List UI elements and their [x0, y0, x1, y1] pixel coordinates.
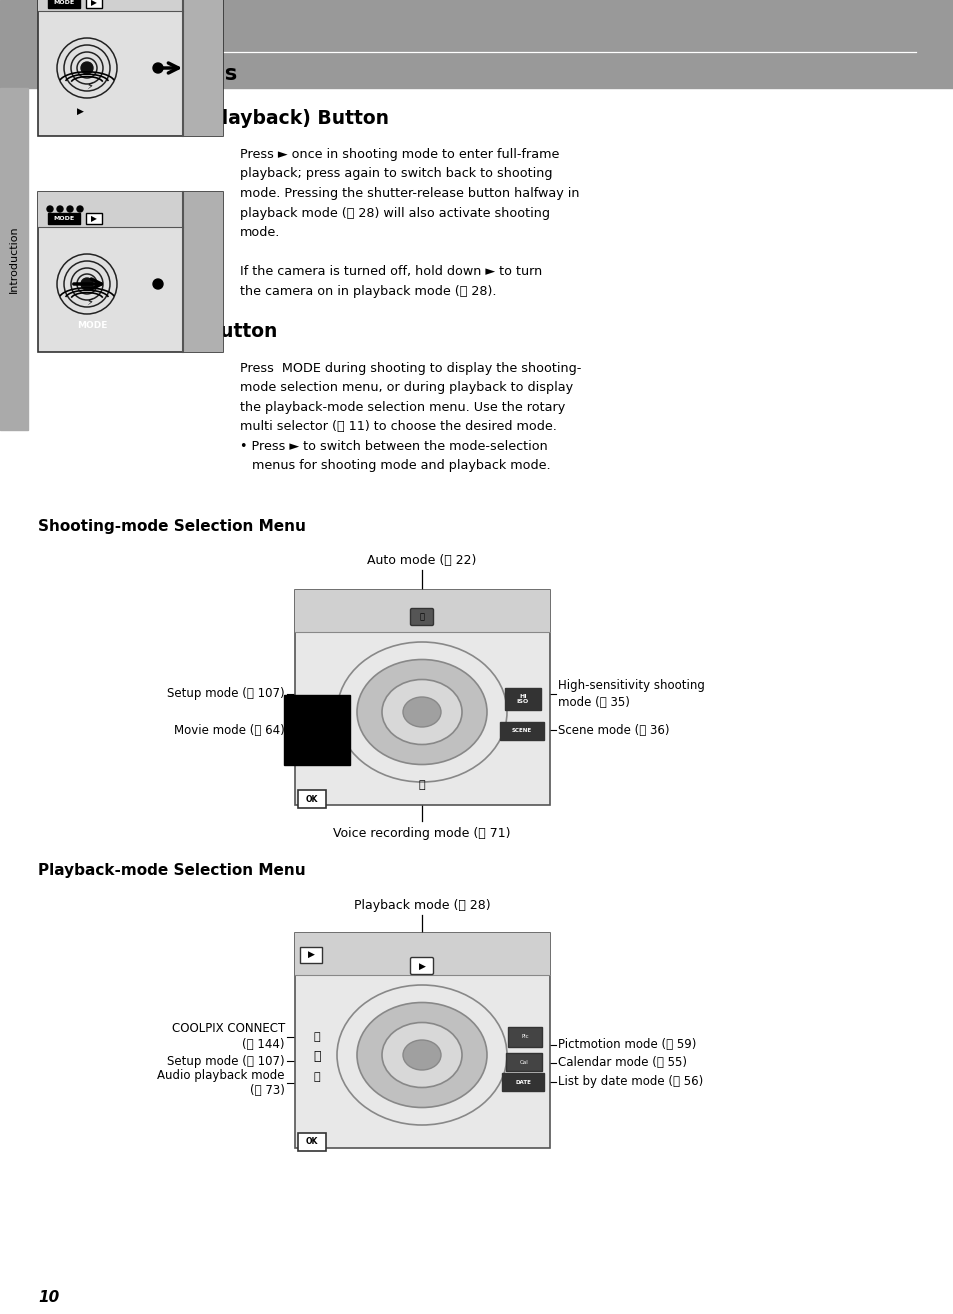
Text: 🎭: 🎭: [314, 1031, 320, 1042]
Circle shape: [152, 279, 163, 289]
Text: 🎵: 🎵: [314, 1072, 320, 1081]
Text: Introduction: Introduction: [9, 225, 19, 293]
Ellipse shape: [381, 679, 461, 745]
Text: OK: OK: [306, 795, 318, 803]
FancyBboxPatch shape: [86, 213, 102, 223]
Text: Audio playback mode
(Ⓜ 73): Audio playback mode (Ⓜ 73): [157, 1068, 285, 1097]
Text: (shooting/playback) Button: (shooting/playback) Button: [94, 109, 389, 127]
FancyBboxPatch shape: [48, 213, 80, 223]
Bar: [294, 590, 550, 632]
Text: HI
ISO: HI ISO: [517, 694, 529, 704]
Bar: [38, 0, 183, 11]
Text: Voice recording mode (Ⓜ 71): Voice recording mode (Ⓜ 71): [333, 827, 510, 840]
Text: ▶: ▶: [312, 723, 322, 737]
FancyBboxPatch shape: [410, 608, 433, 625]
Bar: [38, 192, 183, 227]
Ellipse shape: [356, 1003, 486, 1108]
Text: 🎤: 🎤: [418, 781, 425, 790]
Bar: [0, 0, 953, 88]
Text: COOLPIX CONNECT
(Ⓜ 144): COOLPIX CONNECT (Ⓜ 144): [172, 1022, 285, 1051]
Bar: [0, 88, 28, 430]
Text: List by date mode (Ⓜ 56): List by date mode (Ⓜ 56): [558, 1075, 702, 1088]
FancyBboxPatch shape: [297, 790, 326, 808]
Text: The: The: [38, 109, 84, 127]
Text: Playback mode (Ⓜ 28): Playback mode (Ⓜ 28): [354, 899, 490, 912]
Bar: [183, 0, 223, 137]
FancyBboxPatch shape: [504, 689, 540, 710]
Text: (mode) Button: (mode) Button: [117, 322, 277, 342]
Text: ⚡: ⚡: [87, 81, 93, 91]
Text: Playback-mode Selection Menu: Playback-mode Selection Menu: [38, 862, 305, 878]
Text: 📷: 📷: [419, 612, 424, 622]
Text: ⚡: ⚡: [87, 297, 93, 307]
Text: ▶: ▶: [76, 106, 83, 116]
Ellipse shape: [381, 1022, 461, 1088]
Text: Setup mode (Ⓜ 107): Setup mode (Ⓜ 107): [167, 687, 285, 700]
Bar: [38, 192, 223, 352]
FancyBboxPatch shape: [70, 102, 90, 120]
Ellipse shape: [402, 1039, 440, 1070]
Text: 🔧: 🔧: [313, 1050, 320, 1063]
Text: Scene mode (Ⓜ 36): Scene mode (Ⓜ 36): [558, 724, 669, 737]
FancyBboxPatch shape: [297, 1133, 326, 1151]
Text: Pic: Pic: [520, 1034, 528, 1039]
FancyBboxPatch shape: [71, 318, 112, 334]
Text: Press ► once in shooting mode to enter full-frame
playback; press again to switc: Press ► once in shooting mode to enter f…: [240, 148, 578, 297]
Text: 10: 10: [38, 1290, 59, 1306]
Bar: [294, 933, 550, 975]
Text: ▶: ▶: [91, 214, 97, 223]
Circle shape: [77, 206, 83, 212]
FancyBboxPatch shape: [507, 1028, 541, 1047]
Text: Basic Operations: Basic Operations: [38, 64, 237, 84]
Bar: [38, 0, 223, 137]
Text: MODE: MODE: [53, 215, 74, 221]
Circle shape: [47, 206, 53, 212]
FancyBboxPatch shape: [501, 1074, 543, 1091]
Circle shape: [81, 279, 92, 290]
FancyBboxPatch shape: [299, 947, 322, 963]
Bar: [294, 590, 550, 805]
Text: The: The: [38, 322, 84, 342]
FancyBboxPatch shape: [48, 0, 80, 8]
Text: Cal: Cal: [519, 1059, 528, 1064]
FancyBboxPatch shape: [499, 721, 543, 740]
Text: MODE: MODE: [53, 0, 74, 5]
Circle shape: [67, 206, 73, 212]
FancyBboxPatch shape: [86, 0, 102, 8]
Circle shape: [57, 206, 63, 212]
Text: DATE: DATE: [515, 1080, 531, 1084]
Text: Auto mode (Ⓜ 22): Auto mode (Ⓜ 22): [367, 553, 476, 566]
Text: High-sensitivity shooting
mode (Ⓜ 35): High-sensitivity shooting mode (Ⓜ 35): [558, 679, 704, 710]
Text: MODE: MODE: [77, 322, 107, 331]
Text: Shooting-mode Selection Menu: Shooting-mode Selection Menu: [38, 519, 306, 533]
Text: Press  MODE during shooting to display the shooting-
mode selection menu, or dur: Press MODE during shooting to display th…: [240, 361, 580, 473]
Text: 🔧: 🔧: [313, 698, 320, 711]
Text: ▶: ▶: [418, 962, 425, 971]
Bar: [294, 933, 550, 1148]
Text: Setup mode (Ⓜ 107): Setup mode (Ⓜ 107): [167, 1055, 285, 1067]
FancyBboxPatch shape: [410, 958, 433, 975]
Text: Movie mode (Ⓜ 64): Movie mode (Ⓜ 64): [174, 724, 285, 737]
Text: ▶: ▶: [307, 950, 314, 958]
Text: ▶: ▶: [91, 0, 97, 7]
Ellipse shape: [356, 660, 486, 765]
Bar: [183, 192, 223, 352]
Text: Pictmotion mode (Ⓜ 59): Pictmotion mode (Ⓜ 59): [558, 1038, 696, 1051]
Text: Calendar mode (Ⓜ 55): Calendar mode (Ⓜ 55): [558, 1056, 686, 1070]
Ellipse shape: [402, 696, 440, 727]
FancyBboxPatch shape: [505, 1053, 541, 1071]
Text: OK: OK: [306, 1138, 318, 1147]
Text: SCENE: SCENE: [512, 728, 532, 733]
Circle shape: [81, 62, 92, 74]
Circle shape: [152, 63, 163, 74]
